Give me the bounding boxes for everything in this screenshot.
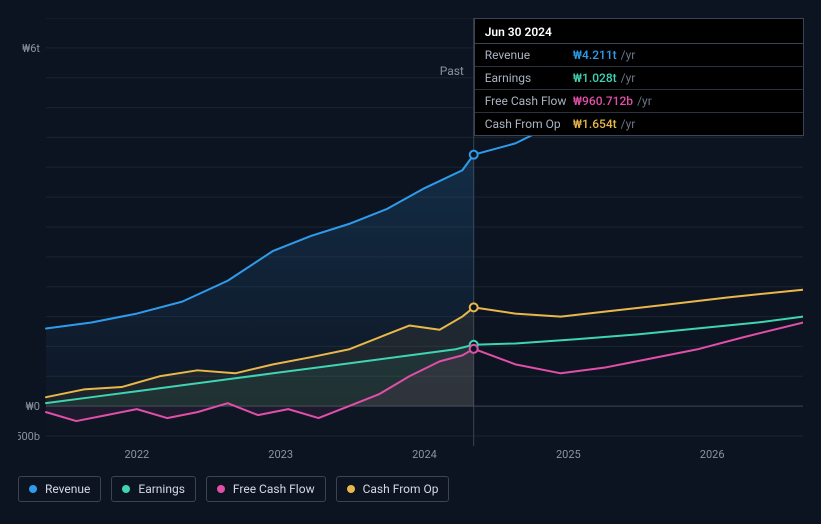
legend-item[interactable]: Cash From Op (336, 476, 450, 502)
legend-item[interactable]: Free Cash Flow (206, 476, 326, 502)
tooltip-metric-value: ₩960.712b (573, 94, 633, 108)
svg-text:2023: 2023 (268, 448, 293, 461)
legend-label: Cash From Op (363, 482, 439, 496)
tooltip-metric-unit: /yr (621, 71, 636, 85)
svg-text:2022: 2022 (124, 448, 149, 461)
svg-text:2025: 2025 (556, 448, 581, 461)
tooltip-row: Cash From Op₩1.654t/yr (475, 113, 803, 135)
svg-text:2026: 2026 (700, 448, 725, 461)
legend-label: Earnings (138, 482, 185, 496)
chart-tooltip: Jun 30 2024 Revenue₩4.211t/yrEarnings₩1.… (474, 18, 804, 136)
tooltip-metric-value: ₩1.028t (573, 71, 617, 85)
tooltip-metric-value: ₩4.211t (573, 48, 617, 62)
legend-dot-icon (347, 485, 355, 493)
legend-item[interactable]: Revenue (18, 476, 101, 502)
legend-item[interactable]: Earnings (111, 476, 196, 502)
tooltip-metric-unit: /yr (621, 117, 636, 131)
tooltip-metric-label: Cash From Op (485, 117, 573, 131)
tooltip-row: Revenue₩4.211t/yr (475, 44, 803, 67)
tooltip-metric-unit: /yr (637, 94, 652, 108)
legend-label: Revenue (45, 482, 90, 496)
past-region-label: Past (440, 64, 464, 78)
tooltip-date: Jun 30 2024 (475, 19, 803, 44)
tooltip-metric-label: Revenue (485, 48, 573, 62)
legend-dot-icon (217, 485, 225, 493)
financial-chart: ₩6t₩0-₩500b20222023202420252026 Past Ana… (18, 18, 803, 506)
tooltip-row: Free Cash Flow₩960.712b/yr (475, 90, 803, 113)
tooltip-metric-unit: /yr (621, 48, 636, 62)
svg-text:2024: 2024 (412, 448, 437, 461)
tooltip-metric-value: ₩1.654t (573, 117, 617, 131)
legend-dot-icon (29, 485, 37, 493)
legend-label: Free Cash Flow (233, 482, 315, 496)
tooltip-row: Earnings₩1.028t/yr (475, 67, 803, 90)
tooltip-metric-label: Earnings (485, 71, 573, 85)
legend-dot-icon (122, 485, 130, 493)
tooltip-metric-label: Free Cash Flow (485, 94, 573, 108)
svg-text:-₩500b: -₩500b (18, 430, 40, 443)
svg-text:₩6t: ₩6t (22, 42, 40, 55)
svg-text:₩0: ₩0 (26, 400, 40, 413)
legend: Revenue Earnings Free Cash Flow Cash From O… (18, 476, 449, 502)
